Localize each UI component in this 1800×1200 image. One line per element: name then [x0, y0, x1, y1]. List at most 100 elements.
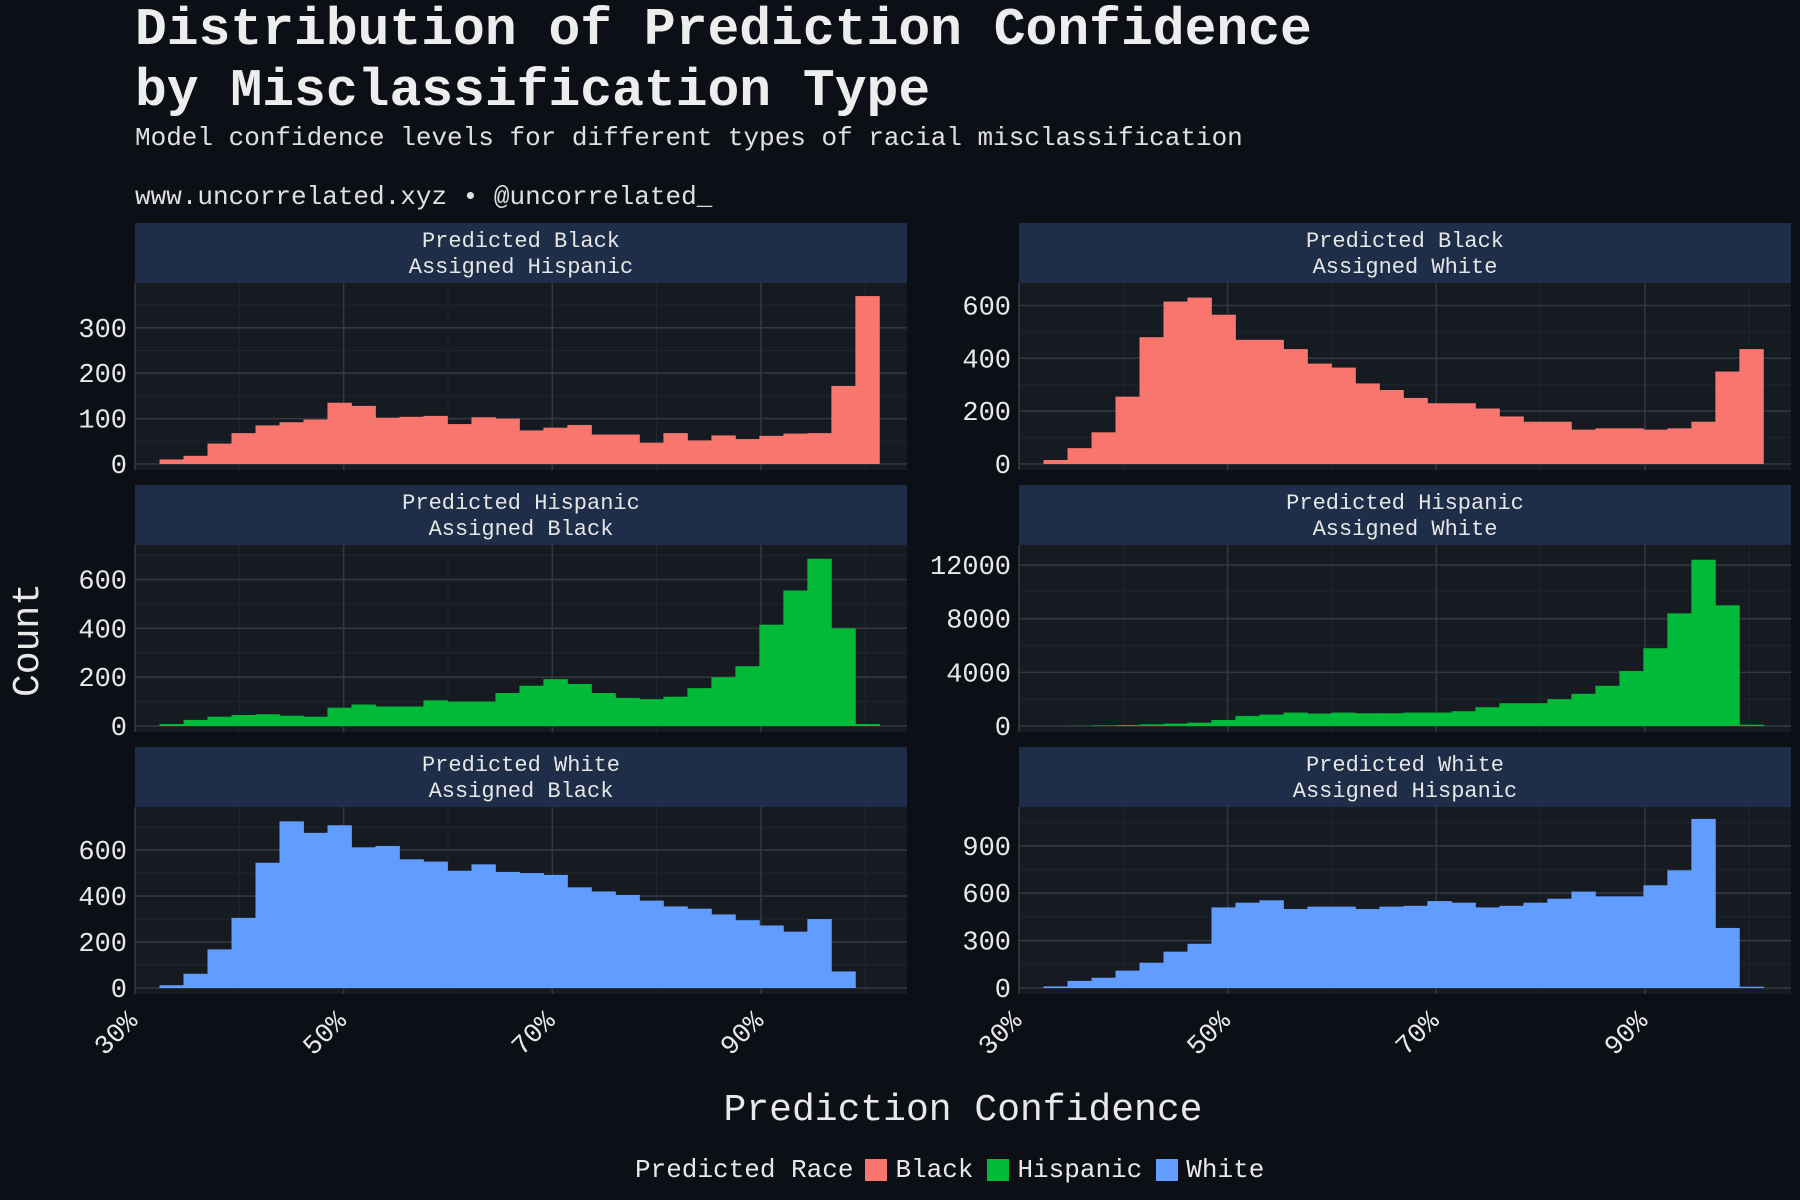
panel-6-bar [1043, 986, 1068, 988]
panel-3-bar [351, 704, 376, 726]
panel-4-bar [1427, 712, 1452, 726]
panel-5-bar [471, 864, 496, 988]
panel-3-bar [735, 666, 760, 726]
panel-2-strip [1019, 223, 1791, 283]
panel-6-y-tick-label: 300 [962, 929, 1011, 959]
panel-4-bar [1715, 605, 1740, 726]
panel-6-y-tick-label: 900 [962, 834, 1011, 864]
panel-4-y-tick-label: 8000 [946, 607, 1011, 637]
legend-item-hispanic: Hispanic [987, 1155, 1142, 1185]
panel-6-bar [1451, 902, 1476, 988]
panel-1-bar [639, 442, 664, 464]
panel-5-bar [399, 859, 424, 988]
panel-6-bar [1211, 907, 1236, 988]
panel-3-bar [783, 590, 808, 726]
panel-1-bar [711, 435, 736, 464]
panel-2-bar [1259, 339, 1284, 464]
panel-1-bar [855, 296, 880, 464]
panel-4-bar [1187, 722, 1212, 726]
panel-5-bar [711, 914, 736, 988]
panel-2-bar [1547, 421, 1572, 464]
panel-5-y-tick-label: 400 [78, 884, 127, 914]
panel-2-bar [1595, 428, 1620, 464]
panel-1-y-tick-label: 100 [78, 407, 127, 437]
panel-1-bar [831, 385, 856, 464]
panel-3-bar [519, 685, 544, 726]
panel-1-bar [159, 459, 184, 464]
panel-3-bar [327, 707, 352, 726]
legend-label-white: White [1186, 1155, 1265, 1185]
panel-6-bar [1115, 970, 1140, 988]
panel-3-bar [207, 716, 232, 726]
panel-3-bar [303, 716, 328, 726]
panel-6-bar [1355, 908, 1380, 988]
panel-2-strip-label: Assigned White [1313, 255, 1498, 280]
panel-1-bar [351, 405, 376, 464]
panel-6-bar [1091, 977, 1116, 988]
panel-4-bar [1235, 715, 1260, 726]
panel-4-bar [1691, 559, 1716, 726]
panel-6-bar [1379, 906, 1404, 988]
panel-4-bar [1667, 613, 1692, 726]
panel-1-bar [807, 433, 832, 464]
panel-5-bar [303, 832, 328, 988]
panel-4-y-tick-label: 4000 [946, 660, 1011, 690]
legend-item-white: White [1156, 1155, 1264, 1185]
panel-2-bar [1523, 421, 1548, 464]
panel-5-strip [135, 747, 907, 807]
panel-5-x-tick-label: 70% [507, 1007, 563, 1063]
legend-title: Predicted Race [635, 1155, 854, 1185]
panel-2-bar [1667, 428, 1692, 464]
panel-5-bar [519, 873, 544, 988]
panel-4-bar [1475, 707, 1500, 726]
panel-6-bar [1475, 907, 1500, 988]
legend-key-hispanic [987, 1159, 1010, 1181]
panel-5-bar [735, 920, 760, 988]
panel-2-bar [1619, 428, 1644, 464]
panel-3-bar [495, 693, 520, 726]
panel-2-bar [1451, 403, 1476, 464]
panel-4-y-tick-label: 12000 [930, 553, 1011, 583]
panel-2-bar [1211, 314, 1236, 464]
panel-3-bar [423, 700, 448, 726]
panel-3-bar [255, 714, 280, 726]
panel-3-bar [711, 677, 736, 726]
panel-5-bar [591, 891, 616, 988]
panel-2-bar [1379, 390, 1404, 464]
panel-1-bar [183, 455, 208, 464]
panel-2-bar [1043, 460, 1068, 464]
panel-5-bar [231, 917, 256, 988]
panel-4-bar [1403, 712, 1428, 726]
panel-6-x-tick-label: 30% [974, 1007, 1030, 1063]
panel-5-y-tick-label: 200 [78, 930, 127, 960]
panel-5-bar [423, 861, 448, 988]
panel-5-bar [375, 845, 400, 988]
panel-1-bar [375, 417, 400, 464]
panel-6-bar [1283, 908, 1308, 988]
panel-3-bar [591, 693, 616, 726]
panel-5-bar [831, 971, 856, 988]
panel-2-bar [1691, 421, 1716, 464]
panel-3-strip-label: Assigned Black [429, 517, 614, 542]
panel-6-bar [1715, 927, 1740, 988]
panel-2-bar [1283, 349, 1308, 464]
panel-4-bar [1115, 725, 1140, 726]
panel-1-y-tick-label: 300 [78, 316, 127, 346]
panel-3-bar [279, 715, 304, 726]
panel-3-bar [399, 706, 424, 726]
panel-4-y-tick-label: 0 [995, 714, 1011, 744]
panel-3-y-tick-label: 200 [78, 665, 127, 695]
panel-2-bar [1643, 429, 1668, 464]
panel-3-bar [855, 724, 880, 726]
panel-5-bar [159, 985, 184, 988]
panel-3-bar [807, 558, 832, 726]
panel-2-bar [1403, 397, 1428, 464]
legend: Predicted Race Black Hispanic White [635, 1153, 1278, 1187]
panel-6-bar [1307, 906, 1332, 988]
panel-5-bar [807, 919, 832, 988]
panel-1-bar [495, 418, 520, 464]
legend-item-black: Black [865, 1155, 973, 1185]
panel-3-bar [471, 701, 496, 726]
panel-1-y-tick-label: 200 [78, 361, 127, 391]
